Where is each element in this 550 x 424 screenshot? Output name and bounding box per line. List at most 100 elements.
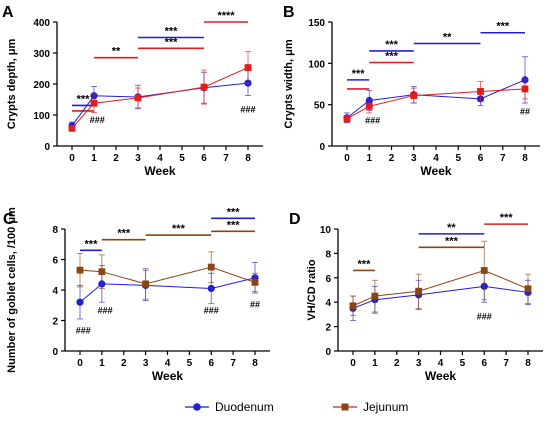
significance-label: *** — [227, 206, 241, 218]
annotation: ### — [76, 325, 91, 335]
x-tick-label: 8 — [522, 153, 528, 164]
significance-label: *** — [445, 235, 459, 247]
significance-label: *** — [172, 223, 186, 235]
y-tick-label: 4 — [325, 298, 331, 309]
panel-C: C 0 2 4 6 8 0 1 2 3 4 5 6 7 8 Week Number of goblet cell… — [3, 206, 270, 383]
x-tick-label: 3 — [416, 358, 422, 369]
data-point — [98, 268, 106, 276]
x-tick-label: 1 — [99, 358, 105, 369]
x-axis-label: Week — [420, 164, 451, 178]
y-tick-label: 0 — [52, 347, 58, 358]
series-jejunum — [349, 240, 532, 317]
data-point — [76, 266, 84, 274]
x-axis-label: Week — [152, 369, 183, 383]
x-tick-label: 4 — [433, 153, 439, 164]
x-tick-label: 2 — [113, 153, 119, 164]
data-point — [477, 88, 484, 95]
x-tick-label: 0 — [77, 358, 83, 369]
panel-B: B 0 50 100 150 0 1 2 3 4 5 6 7 8 Week Crypts width, μm *… — [283, 4, 540, 178]
y-axis-label: Number of goblet cells, /100 μm — [6, 207, 18, 373]
panel-label: D — [289, 211, 301, 228]
data-point — [207, 263, 215, 271]
x-tick-label: 5 — [460, 358, 466, 369]
data-point — [68, 124, 76, 132]
y-tick-label: 10 — [320, 225, 332, 236]
significance-label: ** — [443, 31, 452, 43]
x-axis-label: Week — [425, 369, 456, 383]
y-tick-label: 0 — [319, 142, 325, 153]
legend-jejunum-label: Jejunum — [363, 400, 409, 414]
y-tick-label: 0 — [44, 142, 50, 153]
y-tick-label: 50 — [314, 101, 326, 112]
y-tick-label: 6 — [325, 274, 331, 285]
x-tick-label: 0 — [344, 153, 350, 164]
x-tick-label: 1 — [91, 153, 97, 164]
x-tick-label: 8 — [245, 153, 251, 164]
x-tick-label: 7 — [503, 358, 509, 369]
y-tick-label: 300 — [33, 49, 50, 60]
y-axis-label: Crypts width, μm — [283, 39, 295, 128]
panel-label: A — [2, 4, 14, 21]
x-tick-label: 5 — [179, 153, 185, 164]
x-tick-label: 7 — [230, 358, 236, 369]
annotation: ### — [90, 115, 105, 125]
significance-label: *** — [358, 258, 372, 270]
data-point — [343, 115, 351, 123]
data-point — [365, 102, 373, 110]
y-tick-label: 100 — [308, 59, 325, 70]
y-tick-label: 8 — [325, 249, 331, 260]
series-line — [352, 269, 529, 307]
series-line — [352, 285, 529, 309]
annotation: ## — [520, 107, 530, 117]
x-tick-label: 6 — [208, 358, 214, 369]
x-tick-label: 0 — [350, 358, 356, 369]
x-tick-label: 2 — [394, 358, 400, 369]
data-point — [244, 64, 252, 71]
y-tick-label: 6 — [52, 256, 58, 267]
y-tick-label: 150 — [308, 18, 325, 29]
y-tick-label: 400 — [33, 18, 50, 29]
legend-duodenum-label: Duodenum — [215, 400, 274, 414]
significance-label: *** — [165, 36, 179, 48]
x-tick-label: 5 — [455, 153, 461, 164]
significance-label: ** — [447, 222, 456, 234]
square-marker-icon — [333, 403, 357, 411]
legend-duodenum: Duodenum — [185, 396, 274, 418]
x-tick-label: 0 — [69, 153, 75, 164]
data-point — [349, 302, 357, 310]
data-point — [410, 92, 418, 99]
significance-label: *** — [227, 219, 241, 231]
data-point — [480, 267, 488, 274]
data-point — [76, 298, 84, 306]
x-tick-label: 8 — [252, 358, 258, 369]
data-point — [251, 278, 259, 286]
y-axis-label: VH/CD ratio — [306, 259, 318, 320]
x-tick-label: 2 — [121, 358, 127, 369]
significance-label: *** — [117, 228, 131, 240]
panel-A: A 0 100 200 300 400 0 1 2 3 4 5 6 7 8 Week Crypts depth,… — [2, 4, 263, 178]
x-axis-label: Week — [144, 164, 175, 178]
y-tick-label: 0 — [325, 347, 331, 358]
series-jejunum — [76, 251, 259, 300]
series-line — [346, 88, 526, 120]
x-tick-label: 6 — [201, 153, 207, 164]
x-tick-label: 7 — [223, 153, 229, 164]
y-tick-label: 2 — [52, 317, 58, 328]
x-tick-label: 3 — [411, 153, 417, 164]
panel-label: C — [3, 211, 15, 228]
x-tick-label: 4 — [157, 153, 163, 164]
x-tick-label: 3 — [143, 358, 149, 369]
x-tick-label: 4 — [438, 358, 444, 369]
significance-label: *** — [385, 51, 399, 63]
significance-label: *** — [500, 212, 514, 224]
data-point — [415, 287, 423, 295]
annotation: ### — [365, 116, 380, 126]
significance-label: *** — [85, 238, 99, 250]
significance-label: **** — [217, 10, 235, 22]
series-line — [346, 79, 526, 119]
data-point — [200, 83, 208, 91]
significance-label: *** — [77, 93, 91, 105]
data-point — [521, 85, 529, 93]
